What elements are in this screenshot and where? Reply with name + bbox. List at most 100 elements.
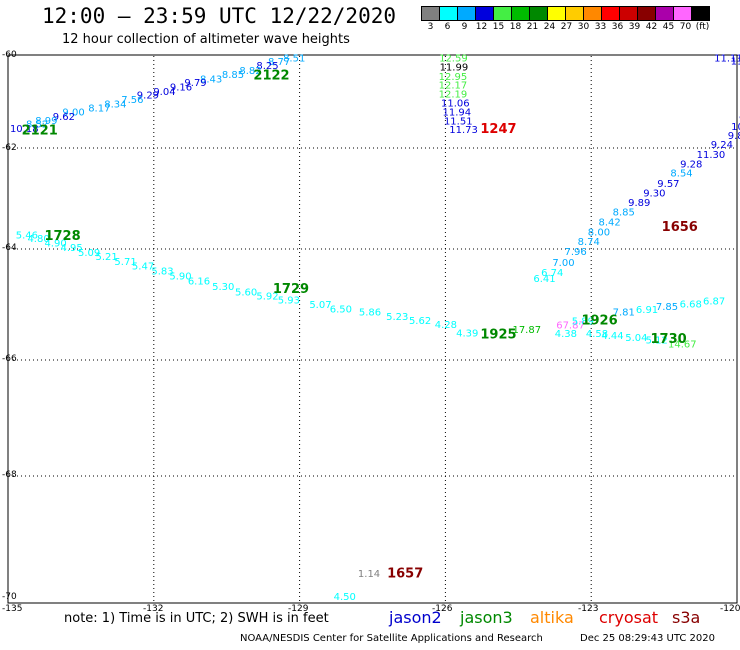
wave-height-value: 8.82 — [239, 66, 261, 77]
wave-height-value: 4.39 — [456, 328, 478, 339]
wave-height-value: 6.50 — [330, 304, 352, 315]
wave-height-value: 4.58 — [586, 329, 608, 340]
lon-label-135: -135 — [2, 604, 23, 614]
wave-height-value: 6.74 — [541, 268, 563, 279]
lon-label-129: -129 — [288, 604, 309, 614]
wave-height-value: 11.73 — [449, 125, 478, 136]
wave-height-value: 11.51 — [444, 116, 473, 127]
wave-height-value: 9.29 — [137, 91, 159, 102]
wave-height-value: 5.12 — [646, 335, 668, 346]
legend-label-39: 39 — [628, 22, 641, 32]
legend-label-30: 30 — [577, 22, 590, 32]
wave-height-value: 6.87 — [703, 297, 725, 308]
wave-height-value: 7.00 — [552, 258, 574, 269]
legend-label-27: 27 — [560, 22, 573, 32]
wave-height-value: 8.77 — [268, 57, 290, 68]
wave-height-value: 11.11 — [714, 53, 740, 64]
satellite-jason2: jason2 — [389, 608, 442, 627]
wave-height-value: 9.04 — [153, 87, 175, 98]
wave-height-value: 12.59 — [439, 53, 468, 64]
wave-height-value: 8.43 — [200, 75, 222, 86]
wave-height-value: 5.47 — [132, 262, 154, 273]
page-title: 12:00 – 23:59 UTC 12/22/2020 — [42, 4, 397, 28]
wave-height-value: 5.89 — [572, 317, 594, 328]
pass-time-labels: 2121 2122 1247 1728 1729 1925 1926 1730 1656 1657 — [22, 68, 698, 581]
wave-height-value: 8.42 — [598, 218, 620, 229]
pass-time-label: 1247 — [480, 122, 516, 137]
wave-height-value: 5.71 — [114, 257, 136, 268]
pass-time-label: 1925 — [480, 327, 516, 342]
legend-unit-label: (ft) — [695, 22, 710, 32]
lat-label-68: -68 — [2, 470, 17, 480]
lat-label-62: -62 — [2, 143, 17, 153]
wave-height-value: 6.16 — [188, 277, 210, 288]
wave-height-value: 4.95 — [60, 243, 82, 254]
lat-label-64: -64 — [2, 243, 17, 253]
lat-label-66: -66 — [2, 354, 17, 364]
legend-label-15: 15 — [492, 22, 505, 32]
map-grid — [9, 56, 736, 602]
pass-time-label: 1657 — [387, 566, 423, 581]
map-frame — [7, 54, 738, 604]
wave-height-value: 8.34 — [104, 99, 126, 110]
wave-height-value: 8.85 — [613, 208, 635, 219]
wave-height-value: 12.95 — [439, 72, 468, 83]
wave-height-value: 8.51 — [283, 53, 305, 64]
wave-height-value: 11.99 — [440, 63, 469, 74]
wave-height-value: 5.93 — [278, 296, 300, 307]
pass-time-label: 1656 — [662, 220, 698, 235]
wave-height-value: 9.16 — [170, 82, 192, 93]
satellite-cryosat: cryosat — [599, 608, 659, 627]
wave-height-value: 9 — [739, 114, 740, 125]
wave-height-value: 11.51 — [731, 57, 740, 68]
wave-height-value: 6.68 — [680, 299, 702, 310]
wave-height-value: 5.86 — [359, 308, 381, 319]
wave-height-value: 9.62 — [53, 112, 75, 123]
wave-height-value: 7.96 — [564, 247, 586, 258]
wave-height-value: 5.83 — [151, 267, 173, 278]
wave-height-values: 8.518.778.258.82 8.85 8.439.799.169.049.29… — [10, 53, 740, 603]
wave-height-value: 11.94 — [442, 108, 471, 119]
wave-height-value: 5.21 — [95, 252, 117, 263]
legend-label-33: 33 — [594, 22, 607, 32]
wave-height-value: 14.67 — [668, 339, 697, 350]
wave-height-value: 9.30 — [643, 188, 665, 199]
wave-height-value: 1.14 — [358, 569, 380, 580]
wave-height-value: 5.92 — [256, 292, 278, 303]
legend-tick-labels: 3 6 9 12 15 18 21 24 27 30 33 36 39 42 45 70 (ft) — [422, 22, 711, 32]
legend-label-24: 24 — [543, 22, 556, 32]
wave-height-value: 8.99 — [35, 116, 57, 127]
wave-height-value: 6.91 — [636, 305, 658, 316]
wave-height-value: 9.00 — [62, 108, 84, 119]
pass-time-label: 1730 — [650, 332, 686, 347]
legend-label-3: 3 — [427, 22, 434, 32]
wave-height-value: 11.06 — [441, 98, 470, 109]
wave-height-value: 9.89 — [628, 198, 650, 209]
pass-time-label: 1926 — [581, 313, 617, 328]
wave-height-value: 17.87 — [512, 325, 541, 336]
legend-label-36: 36 — [611, 22, 624, 32]
wave-height-value: 5.09 — [78, 248, 100, 259]
wave-height-value: 4.28 — [435, 320, 457, 331]
wave-height-value: 10.18 — [10, 124, 39, 135]
wave-height-value: 8.17 — [88, 104, 110, 115]
wave-height-value: 8.74 — [578, 237, 600, 248]
wave-height-value: 8.25 — [256, 61, 278, 72]
legend-label-9: 9 — [461, 22, 468, 32]
legend-label-6: 6 — [444, 22, 451, 32]
wave-height-value: 5.62 — [409, 316, 431, 327]
wave-height-value: 4.80 — [27, 234, 49, 245]
wave-height-value: 11.30 — [697, 150, 726, 161]
wave-height-value: 7.85 — [656, 302, 678, 313]
legend-swatches — [421, 6, 711, 21]
wave-height-value: 5.04 — [625, 333, 647, 344]
satellite-altika: altika — [530, 608, 574, 627]
page-subtitle: 12 hour collection of altimeter wave hei… — [62, 32, 350, 47]
legend-label-18: 18 — [509, 22, 522, 32]
wave-height-value: 9.79 — [184, 78, 206, 89]
legend-label-70: 70 — [679, 22, 692, 32]
wave-height-value: 5.60 — [235, 288, 257, 299]
wave-height-value: 4.38 — [555, 329, 577, 340]
wave-height-value: 7.81 — [613, 308, 635, 319]
wave-height-value: 8.54 — [670, 169, 692, 180]
